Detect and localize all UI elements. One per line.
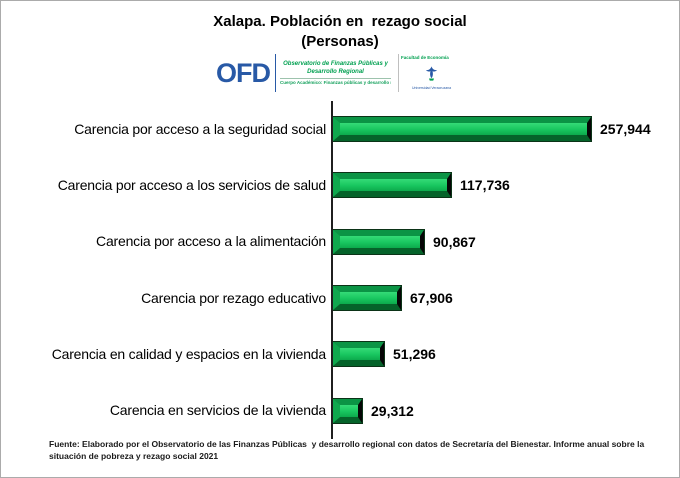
chart-title: Xalapa. Población en rezago social [213,13,467,30]
bar-3 [333,286,401,311]
category-label-text: Carencia por acceso a la seguridad socia… [74,120,326,137]
plot-area: 67,906 [331,286,673,311]
plot-area: 117,736 [331,173,673,198]
chart-row: Carencia por acceso a la seguridad socia… [1,101,673,157]
bar-0 [333,117,591,142]
ofd-org-subline: Cuerpo Académico: Finanzas públicas y de… [280,78,391,85]
category-label-text: Carencia en servicios de la vivienda [109,402,326,419]
ofd-acronym: OFD [216,57,271,88]
category-label: Carencia por rezago educativo [1,290,331,307]
category-label-text: Carencia en calidad y espacios en la viv… [51,345,326,362]
data-label: 29,312 [371,402,414,419]
ofd-org-box: Observatorio de Finanzas Públicas y Desa… [275,54,395,92]
category-label: Carencia por acceso a la seguridad socia… [1,121,331,138]
data-label: 90,867 [433,233,476,250]
category-label: Carencia en servicios de la vivienda [1,402,331,419]
uv-faculty-label: Facultad de Economía [401,55,449,60]
category-label-text: Carencia por acceso a los servicios de s… [57,176,326,193]
plot-area: 29,312 [331,398,673,423]
uv-university-label: Universidad Veracruzana [411,86,452,90]
bar-1 [333,173,451,198]
uv-logo-box: Facultad de Economía Universidad Veracru… [398,54,464,92]
bar-5 [333,398,362,423]
ofd-logo: OFD Observatorio de Finanzas Públicas y … [1,54,679,92]
bar-4 [333,342,384,367]
data-label: 51,296 [393,346,436,363]
chart-row: Carencia en servicios de la vivienda 29,3… [1,383,673,439]
category-label: Carencia en calidad y espacios en la viv… [1,346,331,363]
chart-row: Carencia por rezago educativo 67,906 [1,270,673,326]
plot-area: 90,867 [331,229,673,254]
bar-2 [333,229,424,254]
ofd-org-line1: Observatorio de Finanzas Públicas y [283,61,388,67]
category-label-text: Carencia por acceso a la alimentación [96,233,326,250]
category-axis-line [331,101,333,439]
plot-area: 257,944 [331,117,673,142]
category-label-text: Carencia por rezago educativo [141,289,326,306]
ofd-org-line2: Desarrollo Regional [307,69,364,75]
chart-row: Carencia por acceso a los servicios de s… [1,157,673,213]
chart-row: Carencia en calidad y espacios en la viv… [1,326,673,382]
source-note: Fuente: Elaborado por el Observatorio de… [49,439,647,461]
data-label: 117,736 [460,177,510,194]
plot-area: 51,296 [331,342,673,367]
category-label: Carencia por acceso a los servicios de s… [1,177,331,194]
data-label: 67,906 [410,290,453,307]
category-label: Carencia por acceso a la alimentación [1,233,331,250]
universidad-veracruzana-icon [425,66,438,81]
chart-subtitle: (Personas) [301,33,379,50]
data-label: 257,944 [600,121,651,138]
bar-chart: Carencia por acceso a la seguridad socia… [1,101,673,439]
chart-row: Carencia por acceso a la alimentación 90,… [1,214,673,270]
